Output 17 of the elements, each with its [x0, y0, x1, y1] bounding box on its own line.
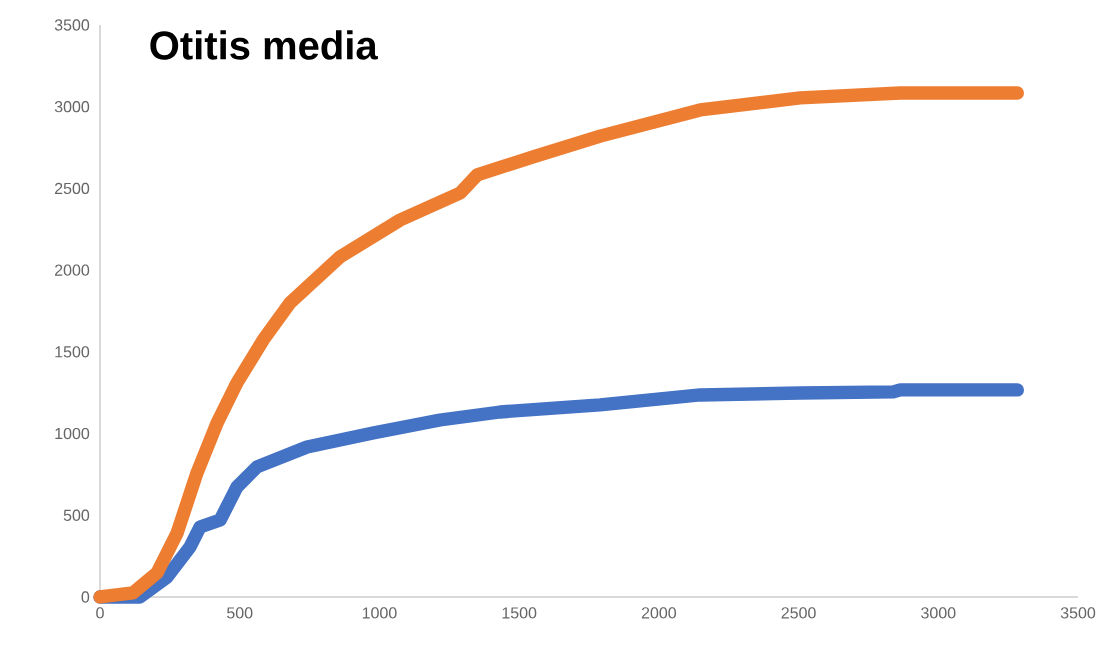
- x-tick-label: 500: [227, 607, 253, 619]
- y-tick-label: 2000: [54, 264, 90, 276]
- y-tick-label: 1500: [55, 346, 90, 358]
- y-tick-label: 3500: [54, 19, 90, 31]
- x-tick-label: 2500: [781, 607, 816, 619]
- x-tick-label: 3000: [921, 607, 956, 619]
- chart-title: Otitis media: [150, 30, 378, 60]
- y-tick-label: 3000: [54, 101, 90, 113]
- y-tick-label: 0: [81, 591, 90, 603]
- x-tick-label: 2000: [641, 607, 677, 619]
- x-tick-label: 1000: [362, 607, 397, 619]
- y-tick-label: 500: [63, 509, 90, 521]
- y-tick-label: 1000: [55, 427, 90, 440]
- y-tick-label: 2500: [54, 182, 90, 195]
- x-tick-label: 1500: [502, 607, 537, 619]
- x-tick-label: 3500: [1060, 607, 1096, 619]
- x-tick-label: 0: [96, 607, 104, 619]
